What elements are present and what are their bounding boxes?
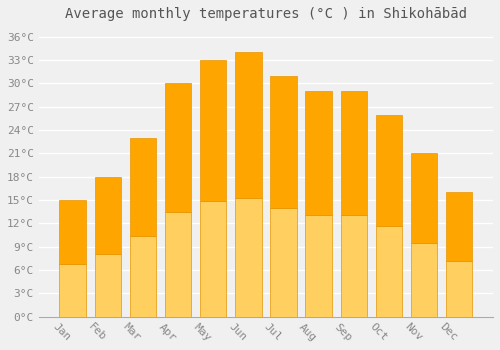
Bar bbox=[376, 226, 402, 317]
Bar bbox=[130, 236, 156, 317]
Bar bbox=[446, 193, 472, 261]
Bar bbox=[200, 60, 226, 201]
Bar bbox=[94, 177, 121, 254]
Bar bbox=[94, 254, 121, 317]
Bar bbox=[446, 261, 472, 317]
Bar bbox=[411, 243, 438, 317]
Bar bbox=[306, 91, 332, 215]
Bar bbox=[376, 114, 402, 226]
Bar bbox=[411, 154, 438, 243]
Bar bbox=[306, 215, 332, 317]
Bar bbox=[60, 264, 86, 317]
Bar bbox=[165, 212, 191, 317]
Bar bbox=[340, 91, 367, 215]
Bar bbox=[270, 76, 296, 208]
Title: Average monthly temperatures (°C ) in Shikohābād: Average monthly temperatures (°C ) in Sh… bbox=[65, 7, 467, 21]
Bar bbox=[165, 84, 191, 212]
Bar bbox=[235, 198, 262, 317]
Bar bbox=[130, 138, 156, 236]
Bar bbox=[235, 52, 262, 198]
Bar bbox=[60, 200, 86, 264]
Bar bbox=[270, 208, 296, 317]
Bar bbox=[200, 201, 226, 317]
Bar bbox=[340, 215, 367, 317]
